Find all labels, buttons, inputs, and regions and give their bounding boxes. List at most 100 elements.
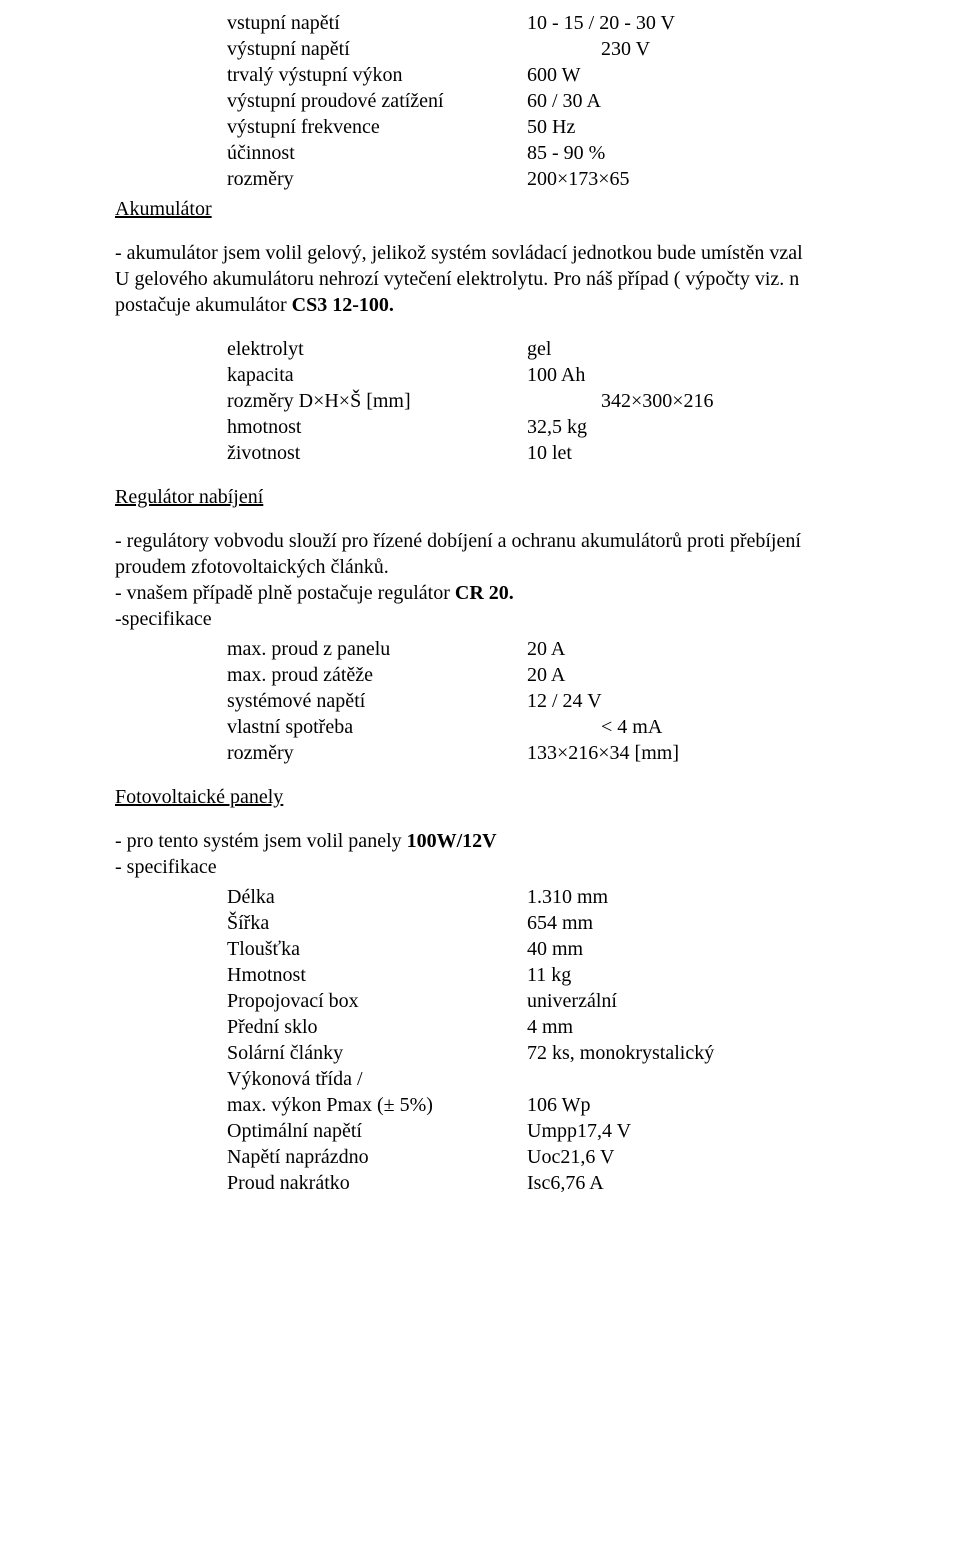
spec-value: 60 / 30 A [527,88,601,114]
accumulator-para-line2: U gelového akumulátoru nehrozí vytečení … [115,266,960,292]
spec-label: Proud nakrátko [227,1170,527,1196]
spec-row: hmotnost32,5 kg [227,414,960,440]
spec-value: 40 mm [527,936,583,962]
spec-label: elektrolyt [227,336,527,362]
spec-row: max. proud z panelu20 A [227,636,960,662]
spec-row: Přední sklo4 mm [227,1014,960,1040]
pv-specs: Délka1.310 mmŠířka654 mmTloušťka40 mmHmo… [227,884,960,1196]
spec-label: trvalý výstupní výkon [227,62,527,88]
regulator-para-line1: - regulátory vobvodu slouží pro řízené d… [115,528,960,554]
spec-label: Napětí naprázdno [227,1144,527,1170]
regulator-heading: Regulátor nabíjení [115,484,960,510]
spec-value: 1.310 mm [527,884,608,910]
spec-value: 72 ks, monokrystalický [527,1040,714,1066]
spec-label: výstupní napětí [227,36,527,62]
spec-row: Solární články72 ks, monokrystalický [227,1040,960,1066]
spec-label: Optimální napětí [227,1118,527,1144]
spec-label: vlastní spotřeba [227,714,527,740]
spec-row: vstupní napětí10 - 15 / 20 - 30 V [227,10,960,36]
spec-row: životnost10 let [227,440,960,466]
spec-label: max. proud zátěže [227,662,527,688]
spec-label: Solární články [227,1040,527,1066]
spec-label: výstupní frekvence [227,114,527,140]
spec-value: 600 W [527,62,581,88]
spec-label: rozměry [227,740,527,766]
spec-label: Přední sklo [227,1014,527,1040]
spec-value: 10 - 15 / 20 - 30 V [527,10,675,36]
spec-row: max. proud zátěže20 A [227,662,960,688]
accumulator-para3-pre: postačuje akumulátor [115,294,292,316]
accumulator-section: Akumulátor - akumulátor jsem volil gelov… [115,196,960,466]
spec-row: elektrolytgel [227,336,960,362]
spec-label: kapacita [227,362,527,388]
spec-row: rozměry200×173×65 [227,166,960,192]
regulator-para3-pre: - vnašem případě plně postačuje reguláto… [115,582,455,604]
spec-row: Délka1.310 mm [227,884,960,910]
spec-value: 32,5 kg [527,414,587,440]
spec-value: 20 A [527,662,565,688]
spec-row: Hmotnost11 kg [227,962,960,988]
spec-value: Uoc21,6 V [527,1144,614,1170]
spec-label: hmotnost [227,414,527,440]
spec-row: rozměry133×216×34 [mm] [227,740,960,766]
spec-row: Proud nakrátkoIsc6,76 A [227,1170,960,1196]
spec-label: Šířka [227,910,527,936]
spec-label: vstupní napětí [227,10,527,36]
spec-value: 342×300×216 [527,388,714,414]
regulator-para-line3: - vnašem případě plně postačuje reguláto… [115,580,960,606]
spec-label: rozměry D×H×Š [mm] [227,388,527,414]
spec-row: Tloušťka40 mm [227,936,960,962]
spec-label: výstupní proudové zatížení [227,88,527,114]
spec-value: 200×173×65 [527,166,630,192]
spec-label: Propojovací box [227,988,527,1014]
accumulator-specs: elektrolytgelkapacita100 Ahrozměry D×H×Š… [227,336,960,466]
spec-value: 11 kg [527,962,571,988]
spec-row: systémové napětí12 / 24 V [227,688,960,714]
spec-label: systémové napětí [227,688,527,714]
accumulator-heading: Akumulátor [115,196,960,222]
spec-value: 106 Wp [527,1092,591,1118]
document-page: vstupní napětí10 - 15 / 20 - 30 Vvýstupn… [0,0,960,1196]
spec-value: 85 - 90 % [527,140,605,166]
spec-value: 50 Hz [527,114,575,140]
spec-value: Umpp17,4 V [527,1118,631,1144]
accumulator-para-line3: postačuje akumulátor CS3 12-100. [115,292,960,318]
pv-spec-label: - specifikace [115,854,960,880]
regulator-spec-label: -specifikace [115,606,960,632]
spec-value: 654 mm [527,910,593,936]
spec-value: 20 A [527,636,565,662]
pv-model: 100W/12V [407,830,497,852]
spec-label: Tloušťka [227,936,527,962]
spec-row: Napětí naprázdnoUoc21,6 V [227,1144,960,1170]
spec-value: 4 mm [527,1014,573,1040]
spec-label: max. proud z panelu [227,636,527,662]
spec-value: 12 / 24 V [527,688,602,714]
spec-label: Délka [227,884,527,910]
spec-label: max. výkon Pmax (± 5%) [227,1092,527,1118]
spec-value: gel [527,336,551,362]
spec-row: kapacita100 Ah [227,362,960,388]
pv-heading: Fotovoltaické panely [115,784,960,810]
spec-value: < 4 mA [527,714,662,740]
spec-row: výstupní proudové zatížení60 / 30 A [227,88,960,114]
spec-label: Hmotnost [227,962,527,988]
spec-row: Optimální napětíUmpp17,4 V [227,1118,960,1144]
accumulator-para-line1: - akumulátor jsem volil gelový, jelikož … [115,240,960,266]
spec-label: životnost [227,440,527,466]
spec-label: Výkonová třída / [227,1066,527,1092]
spec-row: výstupní frekvence50 Hz [227,114,960,140]
spec-row: vlastní spotřeba< 4 mA [227,714,960,740]
spec-value: univerzální [527,988,617,1014]
pv-para-line1: - pro tento systém jsem volil panely 100… [115,828,960,854]
spec-value: 133×216×34 [mm] [527,740,679,766]
pv-para1-pre: - pro tento systém jsem volil panely [115,830,407,852]
spec-row: výstupní napětí230 V [227,36,960,62]
spec-row: Výkonová třída / [227,1066,960,1092]
inverter-specs: vstupní napětí10 - 15 / 20 - 30 Vvýstupn… [227,10,960,192]
spec-value: 100 Ah [527,362,585,388]
spec-value: 10 let [527,440,572,466]
regulator-model: CR 20. [455,582,514,604]
spec-row: trvalý výstupní výkon600 W [227,62,960,88]
accumulator-model: CS3 12-100. [292,294,394,316]
spec-row: rozměry D×H×Š [mm]342×300×216 [227,388,960,414]
